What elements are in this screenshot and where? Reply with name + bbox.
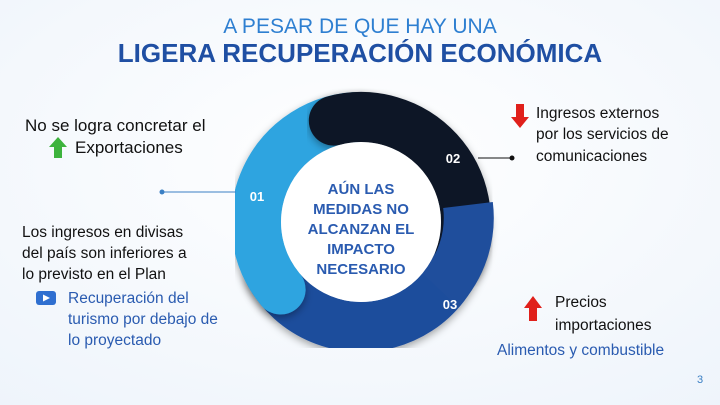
segment-03-cap: [421, 201, 494, 308]
right-bottom-text: importaciones: [555, 317, 652, 334]
left-middle-text: lo previsto en el Plan: [22, 266, 166, 283]
down-arrow-red: [511, 104, 529, 128]
up-arrow-green: [49, 137, 67, 158]
connector-dot: [509, 155, 515, 161]
right-top-text: Ingresos externos: [536, 105, 659, 122]
right-bottom-note: Alimentos y combustible: [497, 342, 664, 359]
page-number: 3: [697, 374, 703, 386]
center-line: NECESARIO: [316, 261, 406, 278]
left-bottom-text: turismo por debajo de: [68, 311, 218, 328]
segment-label: 01: [250, 189, 264, 204]
segment-label: 02: [446, 151, 460, 166]
right-top-text: por los servicios de: [536, 126, 669, 143]
left-top-text: No se logra concretar el: [25, 116, 205, 135]
connector-dot: [159, 189, 165, 195]
left-middle-text: del país son inferiores a: [22, 245, 187, 262]
segment-label: 03: [443, 297, 457, 312]
right-top-text: comunicaciones: [536, 148, 647, 165]
center-line: MEDIDAS NO: [313, 201, 409, 218]
left-bottom-text: lo proyectado: [68, 332, 161, 349]
center-line: ALCANZAN EL: [308, 221, 415, 238]
center-text: AÚN LAS MEDIDAS NO ALCANZAN EL IMPACTO N…: [308, 180, 415, 278]
donut: [231, 92, 494, 352]
title-line2: LIGERA RECUPERACIÓN ECONÓMICA: [118, 38, 603, 68]
center-line: IMPACTO: [327, 241, 395, 258]
donut-hole: [281, 142, 441, 302]
left-bottom-text: Recuperación del: [68, 290, 189, 307]
play-icon-triangle: [43, 294, 50, 302]
up-arrow-red: [524, 296, 542, 321]
center-line: AÚN LAS: [328, 180, 395, 198]
left-top-text: Exportaciones: [75, 138, 183, 157]
left-middle-text: Los ingresos en divisas: [22, 224, 183, 241]
right-bottom-text: Precios: [555, 294, 607, 311]
title-line1: A PESAR DE QUE HAY UNA: [223, 15, 496, 38]
